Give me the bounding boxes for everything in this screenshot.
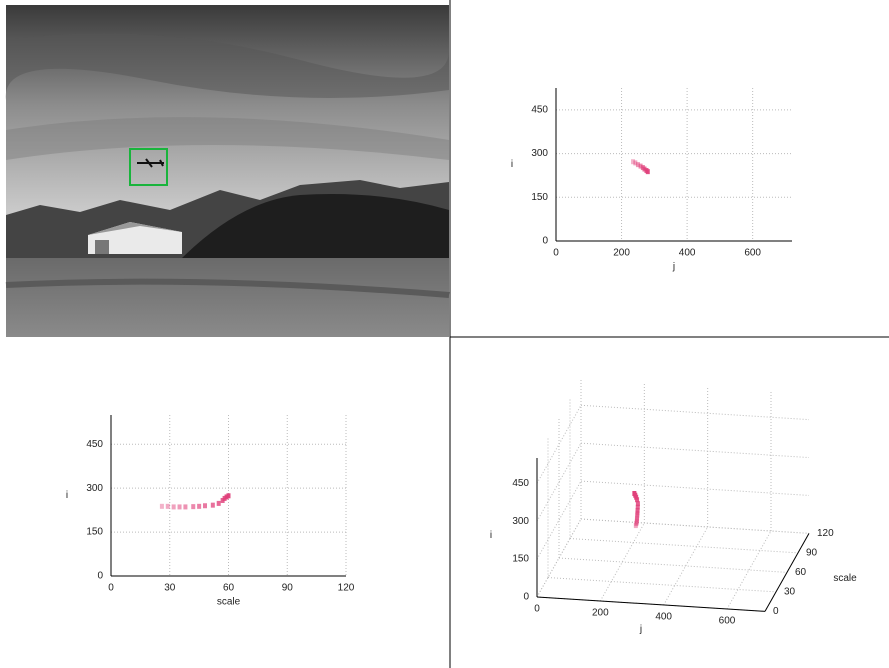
grid-line	[581, 443, 809, 457]
x-tick-label: 60	[223, 583, 235, 594]
point	[197, 504, 201, 509]
x-tick-label: 90	[282, 583, 294, 594]
point	[178, 504, 182, 509]
grid-line	[537, 405, 581, 483]
y-tick-label: 300	[531, 148, 548, 159]
y-tick-label: 0	[97, 571, 103, 582]
y-tick-label: 450	[531, 104, 548, 115]
x-axis-label: j	[672, 262, 675, 273]
page: 02004006000150300450ji030609012001503004…	[0, 0, 889, 668]
point	[166, 504, 170, 509]
grid-line	[559, 558, 787, 572]
point	[227, 493, 231, 498]
z-axis-label: i	[490, 530, 492, 541]
y-tick-label: 120	[817, 528, 834, 539]
z-tick-label: 450	[512, 478, 529, 489]
x-tick-label: 200	[613, 248, 630, 259]
y-axis-label: i	[511, 159, 513, 170]
y-tick-label: 30	[784, 587, 796, 598]
z-tick-label: 0	[523, 592, 529, 603]
y-tick-label: 450	[86, 439, 103, 450]
x-tick-label: 400	[655, 612, 672, 623]
y-tick-label: 0	[542, 236, 548, 247]
y-tick-label: 150	[86, 527, 103, 538]
x-tick-label: 400	[679, 248, 696, 259]
grid-line	[548, 578, 776, 592]
point	[160, 504, 164, 509]
grid-line	[581, 405, 809, 419]
y-tick-label: 90	[806, 548, 818, 559]
y-tick-label: 300	[86, 483, 103, 494]
x-tick-label: 120	[338, 583, 355, 594]
x-tick-label: 0	[534, 604, 540, 615]
y-tick-label: 150	[531, 192, 548, 203]
grid-line	[570, 539, 798, 553]
point	[191, 504, 195, 509]
point	[646, 169, 650, 174]
z-tick-label: 150	[512, 554, 529, 565]
point	[183, 504, 187, 509]
x-tick-label: 600	[719, 616, 736, 627]
x-tick-label: 0	[553, 248, 559, 259]
x-tick-label: 600	[744, 248, 761, 259]
x-tick-label: 200	[592, 608, 609, 619]
x-axis-label: j	[639, 624, 642, 635]
y-tick-label: 0	[773, 606, 779, 617]
photo	[6, 5, 449, 337]
point	[211, 503, 215, 508]
y-tick-label: 60	[795, 567, 807, 578]
y-axis-label: i	[66, 490, 68, 501]
x-tick-label: 0	[108, 583, 114, 594]
point	[217, 501, 221, 506]
x-axis-label: scale	[217, 597, 241, 608]
grid-line	[537, 481, 581, 559]
grid-line	[581, 519, 809, 533]
z-tick-label: 300	[512, 516, 529, 527]
point	[172, 504, 176, 509]
x-axis	[537, 597, 765, 611]
y-axis-label: scale	[833, 573, 857, 584]
point	[203, 503, 207, 508]
grid-line	[727, 531, 771, 609]
figure: 02004006000150300450ji030609012001503004…	[0, 0, 889, 668]
point	[634, 523, 638, 528]
grid-line	[581, 481, 809, 495]
x-tick-label: 30	[164, 583, 176, 594]
